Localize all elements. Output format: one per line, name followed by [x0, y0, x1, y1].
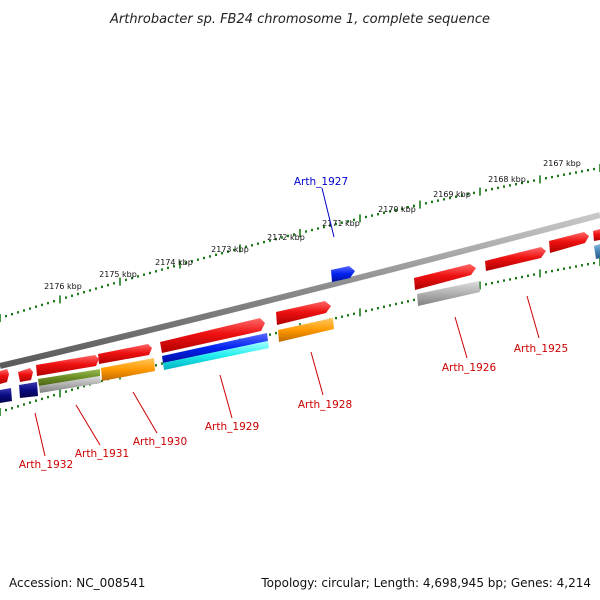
label-arth-1929[interactable]: Arth_1929 — [205, 421, 259, 433]
gene-arth-1929-blue[interactable] — [162, 333, 268, 363]
gene-arth-1932-lower[interactable] — [19, 382, 38, 398]
gene-arth-1931-olive[interactable] — [38, 369, 100, 386]
gene-arth-1927[interactable] — [331, 266, 355, 282]
leader-arth-1928 — [310, 351, 324, 396]
gene-arth-1928-lower[interactable] — [278, 318, 334, 342]
scale-label-2172: 2172 kbp — [267, 233, 305, 242]
label-arth-1931[interactable]: Arth_1931 — [75, 448, 129, 460]
leader-arth-1930 — [132, 391, 158, 434]
scale-labels: 2167 kbp 2168 kbp 2169 kbp 2170 kbp 2171… — [44, 159, 581, 291]
gene-labels: Arth_1927 Arth_1925 Arth_1926 Arth_1928 … — [19, 176, 568, 471]
leader-arth-1927 — [321, 187, 335, 238]
label-arth-1928[interactable]: Arth_1928 — [298, 399, 352, 411]
label-leaders — [34, 187, 540, 457]
scale-label-2169: 2169 kbp — [433, 190, 471, 199]
scale-label-2168: 2168 kbp — [488, 175, 526, 184]
map-title: Arthrobacter sp. FB24 chromosome 1, comp… — [109, 12, 490, 27]
gene-arth-1929-upper[interactable] — [160, 318, 265, 353]
gene-steel-edge[interactable] — [594, 244, 600, 259]
scale-label-2175: 2175 kbp — [99, 270, 137, 279]
leader-arth-1926 — [454, 316, 468, 359]
leader-arth-1929 — [219, 374, 233, 419]
gene-arth-1929-cyan[interactable] — [163, 341, 269, 370]
label-arth-1932[interactable]: Arth_1932 — [19, 459, 73, 471]
scale-label-2171: 2171 kbp — [322, 219, 360, 228]
gene-red-right[interactable] — [549, 232, 589, 253]
scale-label-2167: 2167 kbp — [543, 159, 581, 168]
gene-arth-1926-lower[interactable] — [417, 281, 480, 306]
gene-arth-1932-upper[interactable] — [18, 368, 33, 382]
label-arth-1930[interactable]: Arth_1930 — [133, 436, 187, 448]
scale-label-2170: 2170 kbp — [378, 205, 416, 214]
gene-red-edge[interactable] — [593, 229, 600, 241]
leader-arth-1931 — [75, 404, 101, 446]
gene-navy-left-edge[interactable] — [0, 388, 12, 403]
label-arth-1926[interactable]: Arth_1926 — [442, 362, 497, 374]
gene-red-left-edge[interactable] — [0, 369, 9, 384]
gene-arth-1931-grey[interactable] — [39, 376, 101, 393]
leader-arth-1932 — [34, 412, 46, 457]
label-arth-1927[interactable]: Arth_1927 — [294, 176, 348, 188]
scale-label-2173: 2173 kbp — [211, 245, 249, 254]
scale-label-2176: 2176 kbp — [44, 282, 82, 291]
outer-scale-ticks — [0, 164, 600, 322]
accession-text: Accession: NC_008541 — [9, 576, 145, 590]
gene-arth-1930-lower[interactable] — [101, 358, 155, 381]
label-arth-1925[interactable]: Arth_1925 — [514, 343, 568, 355]
gene-arth-1931-upper[interactable] — [36, 355, 99, 376]
lower-lane-genes — [0, 244, 600, 403]
forward-strand-genes — [0, 229, 600, 384]
summary-text: Topology: circular; Length: 4,698,945 bp… — [260, 576, 591, 590]
gene-arth-1925-upper[interactable] — [485, 247, 546, 271]
leader-arth-1925 — [526, 295, 540, 339]
sequence-backbone — [0, 212, 600, 369]
gene-arth-1930-upper[interactable] — [98, 344, 152, 364]
gene-arth-1928-upper[interactable] — [276, 301, 331, 325]
scale-label-2174: 2174 kbp — [155, 258, 193, 267]
gene-arth-1926-upper[interactable] — [414, 264, 476, 290]
